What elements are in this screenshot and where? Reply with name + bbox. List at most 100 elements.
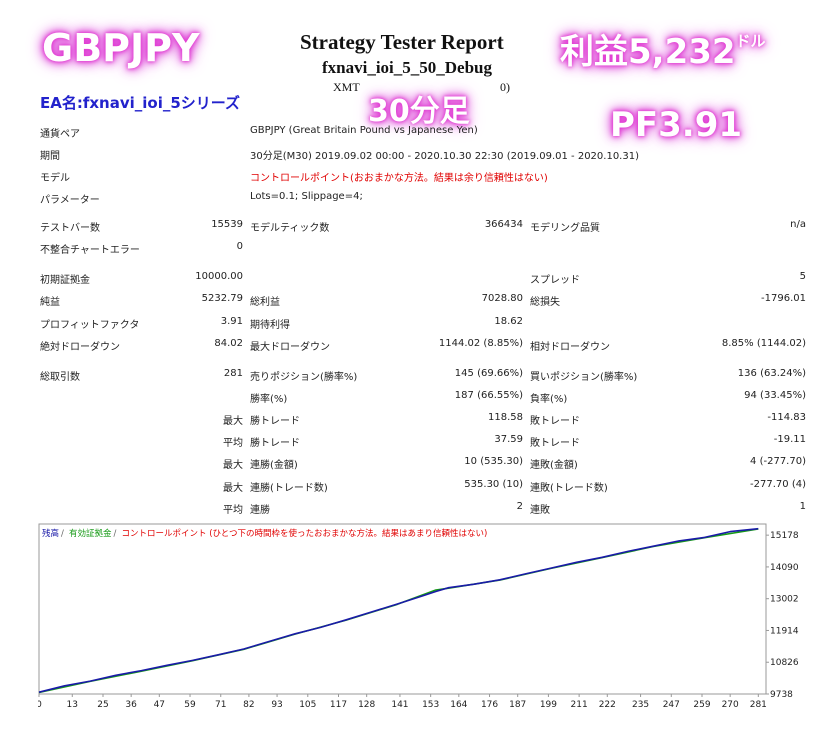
period-label: 期間 — [40, 151, 60, 162]
chart-legend-item: 残高 — [42, 528, 59, 539]
gross-profit-value: 7028.80 — [481, 293, 523, 304]
avg-win-label: 勝トレード — [250, 438, 300, 449]
pair-label: 通貨ペア — [40, 129, 80, 140]
abs-dd-value: 84.02 — [214, 338, 243, 349]
chart-y-tick-label: 15178 — [770, 531, 799, 541]
spread-value: 5 — [799, 271, 806, 282]
chart-x-tick-label: 117 — [330, 700, 347, 710]
pf-overlay: PF3.91 — [610, 105, 743, 145]
report-meta-left: XMT — [333, 80, 360, 94]
cons-win-amt-value: 10 (535.30) — [464, 456, 523, 467]
loss-pct-value: 94 (33.45%) — [744, 390, 806, 401]
avg-cons-win-value: 2 — [516, 501, 523, 512]
chart-x-tick-label: 187 — [509, 700, 526, 710]
short-value: 145 (69.66%) — [454, 368, 523, 379]
expected-label: 期待利得 — [250, 320, 290, 331]
chart-x-tick-label: 199 — [540, 700, 557, 710]
avg-label-2: 平均 — [223, 505, 243, 516]
chart-legend-item: コントロールポイント (ひとつ下の時間枠を使ったおおまかな方法。結果はあまり信頼… — [122, 528, 488, 539]
chart-y-tick-label: 14090 — [770, 563, 799, 573]
avg-cons-loss-value: 1 — [799, 501, 806, 512]
chart-x-tick-label: 259 — [693, 700, 710, 710]
win-pct-value: 187 (66.55%) — [454, 390, 523, 401]
param-label: パラメーター — [40, 195, 100, 206]
trades-label: 総取引数 — [40, 372, 80, 383]
chart-x-tick-label: 211 — [571, 700, 588, 710]
expected-value: 18.62 — [494, 316, 523, 327]
net-value: 5232.79 — [201, 293, 243, 304]
chart-x-tick-label: 13 — [67, 700, 78, 710]
chart-y-tick-label: 11914 — [770, 626, 799, 636]
chart-x-tick-label: 235 — [632, 700, 649, 710]
profit-amount: 利益5,232 — [560, 32, 736, 72]
chart-y-tick-label: 10826 — [770, 658, 799, 668]
long-value: 136 (63.24%) — [737, 368, 806, 379]
gross-loss-label: 総損失 — [530, 297, 560, 308]
chart-x-tick-label: 128 — [358, 700, 375, 710]
chart-x-tick-label: 222 — [599, 700, 616, 710]
short-label: 売りポジション(勝率%) — [250, 372, 358, 383]
chart-x-tick-label: 164 — [450, 700, 467, 710]
model-value: コントロールポイント(おおまかな方法。結果は余り信頼性はない) — [250, 173, 548, 184]
long-label: 買いポジション(勝率%) — [530, 372, 638, 383]
max-win-label: 勝トレード — [250, 416, 300, 427]
deposit-value: 10000.00 — [195, 271, 243, 282]
chart-x-tick-label: 93 — [271, 700, 282, 710]
equity-chart: 残高 / 有効証拠金 / コントロールポイント (ひとつ下の時間枠を使ったおおまかな方法… — [38, 523, 799, 710]
report-subtitle: fxnavi_ioi_5_50_Debug — [322, 58, 493, 77]
report-title: Strategy Tester Report — [300, 30, 504, 54]
max-loss-label: 敗トレード — [530, 416, 580, 427]
chart-x-tick-label: 59 — [184, 700, 196, 710]
mismatch-label: 不整合チャートエラー — [40, 245, 140, 256]
trades-value: 281 — [223, 368, 243, 379]
chart-legend-item: 有効証拠金 — [69, 528, 112, 539]
cons-loss-cnt-value: -277.70 (4) — [750, 479, 806, 490]
max-loss-value: -114.83 — [767, 412, 806, 423]
cons-win-cnt-label: 連勝(トレード数) — [250, 483, 328, 494]
chart-x-tick-label: 281 — [750, 700, 767, 710]
loss-pct-label: 負率(%) — [530, 394, 568, 405]
chart-x-tick-label: 47 — [154, 700, 165, 710]
avg-win-value: 37.59 — [494, 434, 523, 445]
cons-loss-amt-label: 連敗(金額) — [530, 460, 578, 471]
net-label: 純益 — [40, 297, 60, 308]
quality-value: n/a — [790, 219, 806, 230]
gross-loss-value: -1796.01 — [761, 293, 806, 304]
chart-x-tick-label: 105 — [299, 700, 316, 710]
spread-label: スプレッド — [530, 275, 580, 286]
profit-unit: ドル — [735, 32, 766, 50]
avg-cons-loss-label: 連敗 — [530, 505, 550, 516]
max-label-1: 最大 — [223, 416, 243, 427]
rel-dd-value: 8.85% (1144.02) — [721, 338, 806, 349]
chart-x-tick-label: 270 — [722, 700, 739, 710]
abs-dd-label: 絶対ドローダウン — [40, 342, 120, 353]
cons-loss-cnt-label: 連敗(トレード数) — [530, 483, 608, 494]
gross-profit-label: 総利益 — [250, 297, 280, 308]
cons-win-amt-label: 連勝(金額) — [250, 460, 298, 471]
chart-series-line — [38, 527, 759, 693]
chart-y-tick-label: 9738 — [770, 690, 793, 700]
timeframe-overlay: 30分足 — [368, 94, 470, 129]
profit-overlay: 利益5,232ドル — [560, 24, 766, 73]
chart-x-tick-label: 141 — [391, 700, 408, 710]
max-dd-value: 1144.02 (8.85%) — [438, 338, 523, 349]
chart-legend-separator: / — [114, 529, 117, 539]
chart-x-tick-label: 36 — [125, 700, 137, 710]
symbol-overlay: GBPJPY — [42, 26, 200, 70]
quality-label: モデリング品質 — [530, 223, 600, 234]
deposit-label: 初期証拠金 — [40, 275, 90, 286]
avg-cons-win-label: 連勝 — [250, 505, 270, 516]
ea-name: EA名:fxnavi_ioi_5シリーズ — [40, 94, 241, 112]
avg-loss-value: -19.11 — [773, 434, 806, 445]
chart-x-tick-label: 247 — [663, 700, 680, 710]
chart-y-tick-label: 13002 — [770, 595, 799, 605]
max-dd-label: 最大ドローダウン — [250, 342, 330, 353]
chart-x-tick-label: 82 — [243, 700, 254, 710]
cons-loss-amt-value: 4 (-277.70) — [750, 456, 806, 467]
pf-value: 3.91 — [220, 316, 243, 327]
chart-legend-separator: / — [61, 529, 64, 539]
chart-x-tick-label: 0 — [38, 700, 42, 710]
chart-x-tick-label: 153 — [422, 700, 439, 710]
bars-label: テストバー数 — [40, 223, 100, 234]
max-label-2: 最大 — [223, 460, 243, 471]
